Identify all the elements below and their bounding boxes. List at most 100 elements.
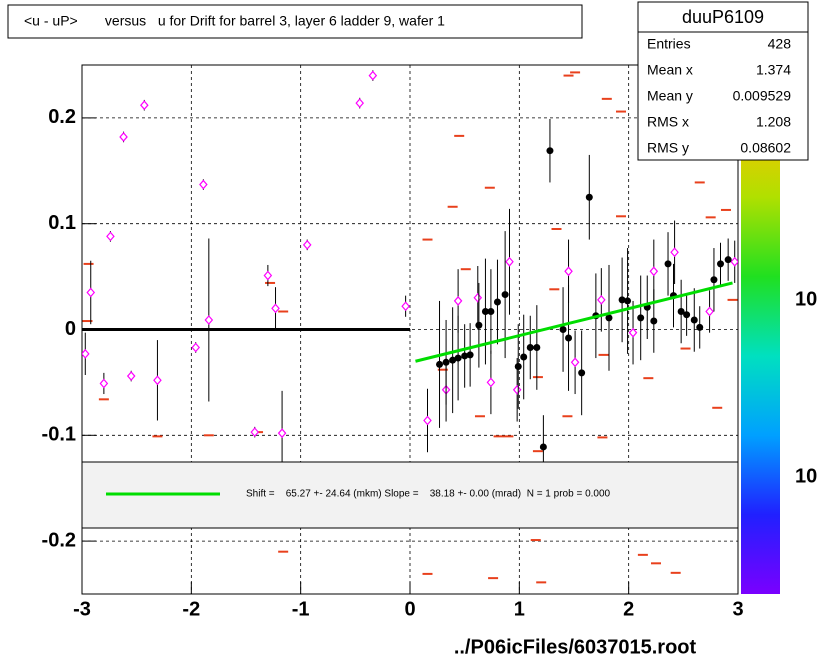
point (559, 326, 567, 333)
point (153, 375, 162, 386)
point (597, 294, 606, 305)
stats-label: Entries (647, 36, 691, 52)
y-tick-label: -0.2 (42, 529, 76, 551)
point (570, 357, 580, 368)
point (473, 292, 483, 303)
point (140, 100, 149, 111)
stats-label: RMS x (647, 114, 689, 130)
point (423, 415, 432, 426)
point (302, 239, 312, 250)
footer: ../P06icFiles/6037015.root (454, 636, 697, 658)
legend-text: Shift = 65.27 +- 24.64 (mkm) Slope = 38.… (246, 489, 611, 500)
point (401, 301, 410, 312)
x-tick-label: -1 (292, 598, 310, 620)
point (690, 316, 698, 324)
stats-title: duuP6109 (682, 7, 764, 27)
x-tick-label: 2 (623, 598, 634, 620)
point (533, 343, 541, 351)
y-tick-label: 0.1 (48, 212, 76, 234)
point (670, 247, 679, 258)
point (677, 308, 685, 316)
point (585, 193, 593, 201)
point (453, 296, 463, 306)
point (565, 334, 573, 342)
point (82, 348, 90, 359)
point (263, 270, 273, 281)
point (501, 291, 509, 299)
point (271, 303, 280, 314)
point (512, 384, 522, 395)
point (578, 369, 586, 377)
x-tick-label: 1 (514, 598, 525, 620)
point (204, 315, 214, 325)
stats-label: RMS y (647, 140, 689, 156)
chart-title: <u - uP> versus u for Drift for barrel 3… (24, 13, 445, 29)
point (250, 427, 260, 438)
point (696, 323, 704, 331)
stats-value: 1.208 (756, 114, 791, 130)
y-tick-label: -0.1 (42, 424, 76, 446)
point (449, 356, 457, 364)
point (520, 353, 528, 361)
stats-value: 0.009529 (733, 88, 792, 104)
point (493, 298, 501, 306)
point (99, 378, 109, 389)
point (454, 354, 462, 362)
point (368, 70, 378, 81)
x-tick-label: -2 (182, 598, 200, 620)
point (624, 297, 632, 305)
point (664, 260, 672, 268)
point (637, 314, 645, 322)
stats-value: 1.374 (756, 62, 791, 78)
plot-area: Shift = 65.27 +- 24.64 (mkm) Slope = 38.… (82, 65, 738, 594)
point (539, 443, 547, 451)
point (461, 352, 469, 360)
point (442, 358, 450, 366)
title-box (7, 4, 583, 39)
point (650, 317, 658, 325)
axes: -3 -2 -1 0 1 2 3 -0.2 -0.1 0 0.1 0.2 (42, 106, 744, 620)
stats-value: 0.08602 (740, 140, 791, 156)
point (481, 308, 489, 316)
point (730, 256, 738, 267)
point (277, 428, 287, 439)
line (415, 281, 733, 363)
point (526, 343, 534, 351)
palette-label: 10 (795, 288, 817, 310)
point (119, 132, 128, 142)
point (126, 371, 136, 381)
x-tick-label: 3 (732, 598, 743, 620)
point (683, 311, 691, 319)
point (486, 377, 496, 388)
point (199, 179, 208, 190)
point (191, 342, 201, 353)
point (724, 256, 732, 264)
point (564, 266, 573, 277)
point (436, 360, 444, 368)
point (514, 363, 522, 371)
point (86, 287, 96, 298)
stats-box: duuP6109 Entries 428 Mean x 1.374 Mean y 0.00… (637, 1, 809, 161)
stats-value: 428 (768, 36, 792, 52)
point (618, 296, 626, 304)
point (106, 231, 115, 242)
point (475, 321, 483, 329)
point (649, 266, 659, 277)
point (710, 276, 718, 284)
stats-label: Mean x (647, 62, 693, 78)
point (705, 306, 714, 317)
y-tick-label: 0 (65, 318, 76, 340)
point (628, 327, 638, 338)
x-tick-label: -3 (73, 598, 91, 620)
x-tick-label: 0 (404, 598, 415, 620)
point (546, 147, 554, 155)
point (505, 256, 514, 267)
point (355, 98, 365, 108)
palette-label: 10 (795, 465, 817, 487)
point (487, 308, 495, 316)
stats-label: Mean y (647, 88, 693, 104)
point (466, 351, 474, 359)
y-tick-label: 0.2 (48, 106, 76, 128)
point (605, 314, 613, 322)
